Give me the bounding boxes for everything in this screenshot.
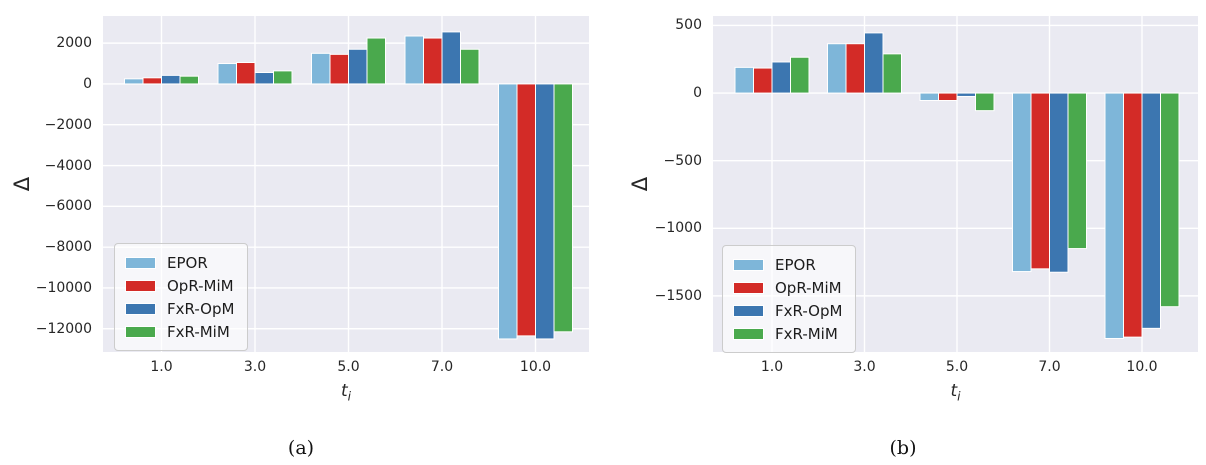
bar-EPOR-7.0 xyxy=(1012,92,1032,273)
legend-item: OpR-MiM xyxy=(733,276,845,299)
y-tick-label: −1000 xyxy=(654,220,702,237)
bar-EPOR-1.0 xyxy=(734,66,754,94)
legend-label: FxR-OpM xyxy=(775,301,843,320)
bar-FxR-MiM-5.0 xyxy=(366,37,386,85)
bar-FxR-MiM-7.0 xyxy=(460,48,480,85)
bar-FxR-MiM-1.0 xyxy=(790,56,810,94)
bar-FxR-MiM-3.0 xyxy=(273,70,293,85)
bar-FxR-OpM-10.0 xyxy=(1141,92,1161,329)
legend-label: EPOR xyxy=(775,255,816,274)
legend-swatch-OpR-MiM xyxy=(125,279,156,292)
y-tick-label: −8000 xyxy=(44,239,92,256)
bar-FxR-OpM-7.0 xyxy=(1049,92,1069,273)
legend-b: EPOR OpR-MiM FxR-OpM FxR-MiM xyxy=(722,245,856,353)
legend-a: EPOR OpR-MiM FxR-OpM FxR-MiM xyxy=(114,243,248,351)
x-tick-label: 1.0 xyxy=(760,359,784,375)
y-tick-label: −500 xyxy=(663,152,702,169)
legend-item: FxR-MiM xyxy=(733,322,845,345)
x-axis-label-sub-a: i xyxy=(347,389,352,404)
bar-FxR-MiM-1.0 xyxy=(179,75,199,85)
legend-label: FxR-MiM xyxy=(775,324,838,343)
legend-label: EPOR xyxy=(167,253,208,272)
x-tick-label: 3.0 xyxy=(243,359,267,375)
y-tick-label: −4000 xyxy=(44,157,92,174)
legend-item: EPOR xyxy=(125,251,237,274)
y-tick-label: 500 xyxy=(675,17,702,34)
bar-FxR-MiM-5.0 xyxy=(975,92,995,112)
legend-item: EPOR xyxy=(733,253,845,276)
legend-swatch-OpR-MiM xyxy=(733,281,764,294)
bar-FxR-OpM-3.0 xyxy=(864,32,884,94)
bar-FxR-OpM-1.0 xyxy=(771,61,791,94)
x-tick-label: 7.0 xyxy=(430,359,454,375)
bar-OpR-MiM-3.0 xyxy=(845,43,865,94)
x-tick-label: 5.0 xyxy=(337,359,360,375)
x-axis-label-a: ti xyxy=(341,381,351,403)
y-tick-label: 0 xyxy=(83,75,92,92)
x-axis-label-b: ti xyxy=(950,381,960,403)
x-tick-label: 7.0 xyxy=(1038,359,1061,375)
legend-swatch-FxR-MiM xyxy=(733,327,764,340)
legend-item: FxR-MiM xyxy=(125,320,237,343)
bar-FxR-OpM-5.0 xyxy=(956,92,976,97)
legend-swatch-EPOR xyxy=(125,256,156,269)
x-axis-label-main-b: t xyxy=(950,381,958,401)
legend-label: OpR-MiM xyxy=(775,278,842,297)
bar-OpR-MiM-7.0 xyxy=(1030,92,1050,270)
legend-label: OpR-MiM xyxy=(167,276,234,295)
x-tick-label: 10.0 xyxy=(519,359,552,375)
legend-item: FxR-OpM xyxy=(733,299,845,322)
legend-swatch-FxR-MiM xyxy=(125,325,156,338)
legend-swatch-FxR-OpM xyxy=(733,304,764,317)
bar-OpR-MiM-10.0 xyxy=(1123,92,1143,338)
x-tick-label: 1.0 xyxy=(150,359,173,375)
legend-item: FxR-OpM xyxy=(125,297,237,320)
caption-b: (b) xyxy=(889,437,917,459)
y-tick-label: −10000 xyxy=(35,279,92,296)
bar-OpR-MiM-1.0 xyxy=(753,67,773,94)
y-tick-label: −1500 xyxy=(654,287,702,304)
y-tick-label: −6000 xyxy=(44,198,92,215)
y-tick-label: −2000 xyxy=(44,116,92,133)
bar-EPOR-10.0 xyxy=(1104,92,1124,339)
bar-EPOR-5.0 xyxy=(919,92,939,102)
y-tick-label: −12000 xyxy=(35,320,92,337)
x-axis-label-sub-b: i xyxy=(957,389,961,404)
y-axis-label-b: Δ xyxy=(628,176,652,192)
legend-item: OpR-MiM xyxy=(125,274,237,297)
legend-swatch-EPOR xyxy=(733,258,764,271)
x-axis-label-main-a: t xyxy=(340,381,348,401)
bar-FxR-MiM-10.0 xyxy=(553,83,573,333)
x-tick-label: 5.0 xyxy=(945,359,969,375)
plot-svg-a xyxy=(103,16,589,352)
x-tick-label: 10.0 xyxy=(1126,359,1158,375)
caption-a: (a) xyxy=(287,437,315,459)
y-tick-label: 0 xyxy=(693,85,702,102)
legend-label: FxR-MiM xyxy=(167,322,230,341)
bar-EPOR-3.0 xyxy=(827,43,847,94)
bar-OpR-MiM-5.0 xyxy=(938,92,958,102)
legend-swatch-FxR-OpM xyxy=(125,302,156,315)
bar-FxR-MiM-7.0 xyxy=(1067,92,1087,250)
plot-svg-b xyxy=(713,16,1198,352)
bar-FxR-MiM-3.0 xyxy=(882,53,902,94)
legend-label: FxR-OpM xyxy=(167,299,235,318)
y-tick-label: 2000 xyxy=(56,35,92,52)
bar-FxR-MiM-10.0 xyxy=(1160,92,1180,308)
x-tick-label: 3.0 xyxy=(853,359,876,375)
